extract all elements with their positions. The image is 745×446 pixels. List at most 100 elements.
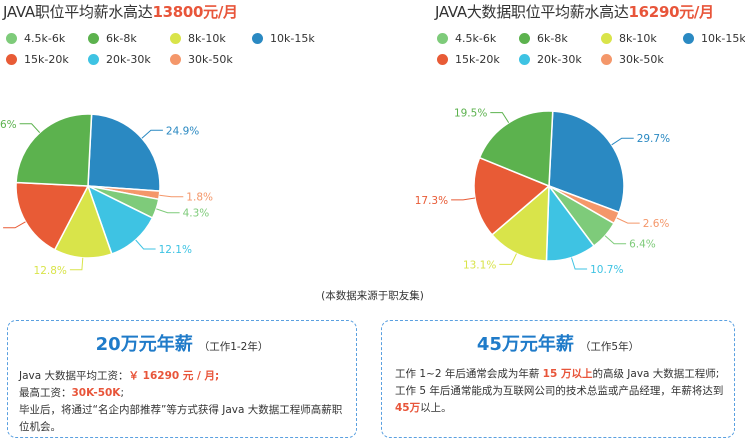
legend-item[interactable]: 20k-30k — [519, 53, 601, 66]
card-text: Java 大数据平均工资： — [19, 370, 129, 382]
label-leader-line — [611, 137, 634, 146]
chart-panel-right: JAVA大数据职位平均薪水高达16290元/月 4.5k-6k 6k-8k 8k-1… — [373, 0, 745, 285]
label-leader-line — [499, 253, 517, 265]
label-leader-line — [141, 129, 163, 139]
card-highlight: 30K-50K — [71, 387, 121, 399]
card-body: 工作 1~2 年后通常会成为年薪 15 万以上的高级 Java 大数据工程师; … — [382, 354, 734, 417]
label-leader-line — [616, 217, 640, 224]
slice-label: 1.8% — [186, 192, 213, 204]
label-leader-line — [3, 221, 26, 229]
legend-label: 6k-8k — [537, 32, 568, 45]
legend-swatch — [170, 54, 181, 65]
legend-item[interactable]: 10k-15k — [252, 32, 336, 45]
legend-item[interactable]: 4.5k-6k — [437, 32, 519, 45]
slice-label: 13.1% — [463, 259, 496, 271]
card-body: Java 大数据平均工资：￥ 16290 元 / 月; 最高工资：30K-50K… — [8, 354, 356, 436]
legend-swatch — [437, 54, 448, 65]
legend-swatch — [437, 33, 448, 44]
slice-label: 4.3% — [183, 208, 210, 220]
chart-title: JAVA职位平均薪水高达13800元/月 — [3, 1, 238, 22]
legend-label: 10k-15k — [270, 32, 315, 45]
legend-label: 15k-20k — [455, 53, 500, 66]
label-leader-line — [571, 257, 588, 270]
slice-label: 19.5% — [454, 108, 487, 120]
card-header: 20万元年薪 （工作1-2年） — [8, 330, 356, 355]
legend: 4.5k-6k 6k-8k 8k-10k 10k-15k 15k-20k 20k-30k 3… — [437, 32, 745, 66]
label-leader-line — [19, 123, 41, 133]
slice-label: 29.7% — [637, 133, 670, 145]
pie-slice[interactable] — [87, 113, 161, 192]
card-line: Java 大数据平均工资：￥ 16290 元 / 月; — [19, 368, 348, 385]
card-line: 工作 1~2 年后通常会成为年薪 15 万以上的高级 Java 大数据工程师; — [395, 366, 726, 383]
pie-chart: 24.9%1.8%4.3%12.1%12.8%17.8%24.6% — [0, 113, 213, 277]
chart-title-highlight: 16290元/月 — [628, 3, 715, 21]
card-text: 的高级 Java 大数据工程师; — [592, 368, 720, 380]
card-highlight: 15 万以上 — [542, 368, 593, 380]
legend-item[interactable]: 20k-30k — [88, 53, 170, 66]
card-line: 45万以上。 — [395, 400, 726, 417]
chart-title-text: JAVA大数据职位平均薪水高达 — [435, 3, 629, 21]
legend-item[interactable]: 15k-20k — [437, 53, 519, 66]
legend-swatch — [601, 54, 612, 65]
legend-swatch — [6, 33, 17, 44]
slice-label: 17.3% — [415, 195, 448, 207]
salary-card-right: 45万元年薪 （工作5年） 工作 1~2 年后通常会成为年薪 15 万以上的高级 … — [381, 320, 735, 438]
legend-swatch — [683, 33, 694, 44]
label-leader-line — [490, 112, 510, 123]
legend-swatch — [519, 33, 530, 44]
card-text: 以上。 — [420, 402, 452, 414]
chart-title: JAVA大数据职位平均薪水高达16290元/月 — [435, 1, 714, 22]
legend-label: 4.5k-6k — [24, 32, 66, 45]
legend-swatch — [6, 54, 17, 65]
label-leader-line — [156, 208, 180, 214]
label-leader-line — [135, 239, 156, 250]
legend-label: 20k-30k — [106, 53, 151, 66]
legend: 4.5k-6k 6k-8k 8k-10k 10k-15k 15k-20k 20k-30k 3… — [6, 32, 336, 66]
legend-item[interactable]: 30k-50k — [170, 53, 252, 66]
legend-label: 20k-30k — [537, 53, 582, 66]
legend-label: 6k-8k — [106, 32, 137, 45]
legend-item[interactable]: 10k-15k — [683, 32, 745, 45]
legend-item[interactable]: 6k-8k — [519, 32, 601, 45]
legend-swatch — [170, 33, 181, 44]
legend-label: 8k-10k — [188, 32, 226, 45]
card-text: ; — [120, 387, 124, 399]
legend-item[interactable]: 6k-8k — [88, 32, 170, 45]
legend-label: 4.5k-6k — [455, 32, 497, 45]
pie-chart: 29.7% 2.6% 6.4% 10.7% 13.1% 17.3% 19.5% — [415, 108, 670, 276]
source-note: (本数据来源于职友集) — [321, 290, 424, 302]
card-highlight: 45万 — [395, 402, 421, 414]
card-text: 工作 1~2 年后通常会成为年薪 — [395, 368, 543, 380]
slice-label: 10.7% — [590, 264, 623, 276]
card-highlight: ￥ 16290 元 / 月; — [128, 370, 220, 382]
legend-item[interactable]: 8k-10k — [601, 32, 683, 45]
pie-slice[interactable] — [53, 184, 113, 259]
legend-item[interactable]: 15k-20k — [6, 53, 88, 66]
legend-item[interactable]: 8k-10k — [170, 32, 252, 45]
card-title: 45万元年薪 — [476, 334, 574, 355]
legend-swatch — [252, 33, 263, 44]
pie-slice[interactable] — [478, 110, 554, 188]
pie-slice[interactable] — [490, 184, 550, 262]
pie-slice[interactable] — [548, 110, 625, 214]
legend-swatch — [88, 54, 99, 65]
legend-item[interactable]: 30k-50k — [601, 53, 683, 66]
slice-label: 12.1% — [159, 244, 192, 256]
slice-label: 24.9% — [166, 125, 199, 137]
card-line: 最高工资：30K-50K; — [19, 385, 348, 402]
legend-label: 15k-20k — [24, 53, 69, 66]
pie-slice[interactable] — [15, 181, 90, 251]
card-title: 20万元年薪 — [95, 334, 193, 355]
legend-swatch — [88, 33, 99, 44]
legend-item[interactable]: 4.5k-6k — [6, 32, 88, 45]
card-subtitle: （工作5年） — [579, 341, 640, 353]
pie-slice[interactable] — [15, 113, 93, 187]
label-leader-line — [69, 257, 84, 271]
chart-title-text: JAVA职位平均薪水高达 — [3, 3, 153, 21]
label-leader-line — [604, 235, 627, 245]
slice-label: 12.8% — [34, 265, 67, 277]
chart-panel-left: JAVA职位平均薪水高达13800元/月 4.5k-6k 6k-8k 8k-10k 1… — [0, 0, 372, 285]
legend-label: 10k-15k — [701, 32, 745, 45]
legend-swatch — [601, 33, 612, 44]
legend-swatch — [519, 54, 530, 65]
